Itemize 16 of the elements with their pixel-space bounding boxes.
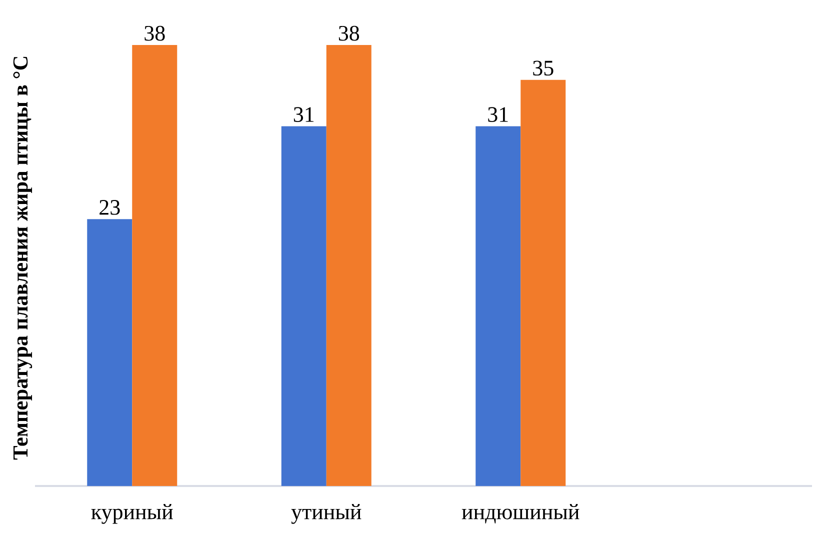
bar bbox=[87, 219, 132, 486]
y-axis-title: Температура плавления жира птицы в °С bbox=[13, 56, 32, 460]
bar bbox=[520, 80, 566, 486]
bar bbox=[476, 126, 521, 486]
x-tick-label: индюшиный bbox=[462, 504, 580, 524]
x-tick-label: утиный bbox=[291, 504, 362, 524]
data-label: 35 bbox=[533, 60, 554, 76]
bar bbox=[132, 45, 178, 486]
data-label: 38 bbox=[144, 26, 165, 41]
data-label: 31 bbox=[294, 107, 314, 122]
bar bbox=[326, 45, 372, 486]
data-label: 31 bbox=[488, 107, 508, 122]
bar bbox=[281, 126, 326, 486]
data-label: 38 bbox=[338, 26, 360, 41]
data-label: 23 bbox=[100, 200, 120, 215]
x-tick-label: куриный bbox=[91, 504, 173, 524]
